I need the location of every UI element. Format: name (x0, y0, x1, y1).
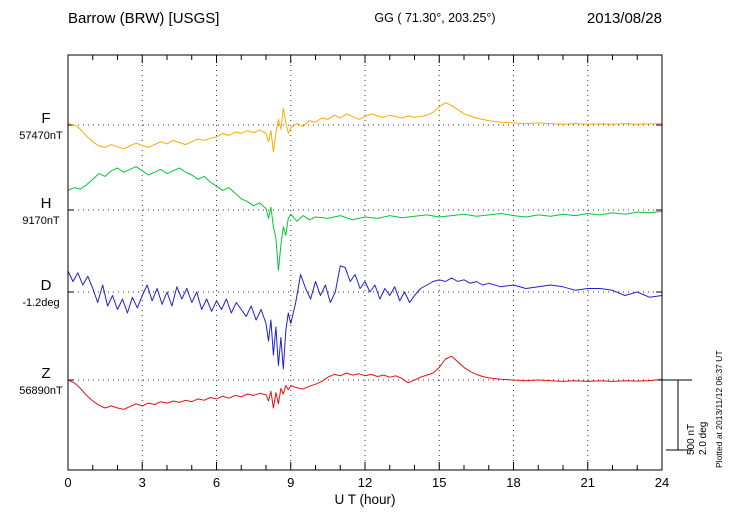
plot-frame (67, 54, 663, 471)
x-tick-labels: 0 3 6 9 12 15 18 21 24 (64, 475, 669, 490)
scale-nt-label: 500 nT (686, 424, 697, 455)
baseline-lines (68, 124, 662, 381)
scale-bar: 500 nT 2.0 deg (662, 379, 709, 455)
x-tick-label: 0 (64, 475, 71, 490)
station-title: Barrow (BRW) [USGS] (68, 10, 219, 27)
x-tick-label: 9 (287, 475, 294, 490)
geographic-coordinates: GG ( 71.30°, 203.25°) (374, 11, 495, 25)
series-letter-D: D (41, 277, 52, 294)
series-baseline-value-Z: 56890nT (19, 385, 63, 397)
scale-deg-label: 2.0 deg (698, 422, 709, 455)
x-tick-label: 6 (213, 475, 220, 490)
trace-H (67, 166, 663, 271)
gridlines (141, 55, 589, 470)
trace-D (67, 265, 663, 370)
x-tick-label: 12 (358, 475, 372, 490)
series-baseline-value-H: 9170nT (22, 215, 60, 227)
x-tick-label: 3 (139, 475, 146, 490)
axis-ticks (67, 55, 663, 470)
series-letter-Z: Z (41, 365, 50, 382)
x-axis-label: U T (hour) (334, 492, 395, 507)
x-tick-label: 21 (581, 475, 595, 490)
plot-date: 2013/08/28 (587, 10, 662, 27)
series-baseline-value-D: -1.2deg (22, 297, 59, 309)
series-letter-F: F (41, 110, 50, 127)
trace-F (67, 102, 663, 153)
x-tick-label: 24 (655, 475, 669, 490)
series-letter-H: H (41, 195, 52, 212)
trace-Z (67, 355, 663, 410)
series-baseline-value-F: 57470nT (19, 130, 63, 142)
x-tick-label: 15 (432, 475, 446, 490)
traces (67, 102, 663, 410)
x-tick-label: 18 (506, 475, 520, 490)
plotted-timestamp-note: Plotted at 2013/11/12 06:37 UT (714, 350, 724, 468)
series-labels: F 57470nT H 9170nT D -1.2deg Z 56890nT (19, 110, 63, 397)
